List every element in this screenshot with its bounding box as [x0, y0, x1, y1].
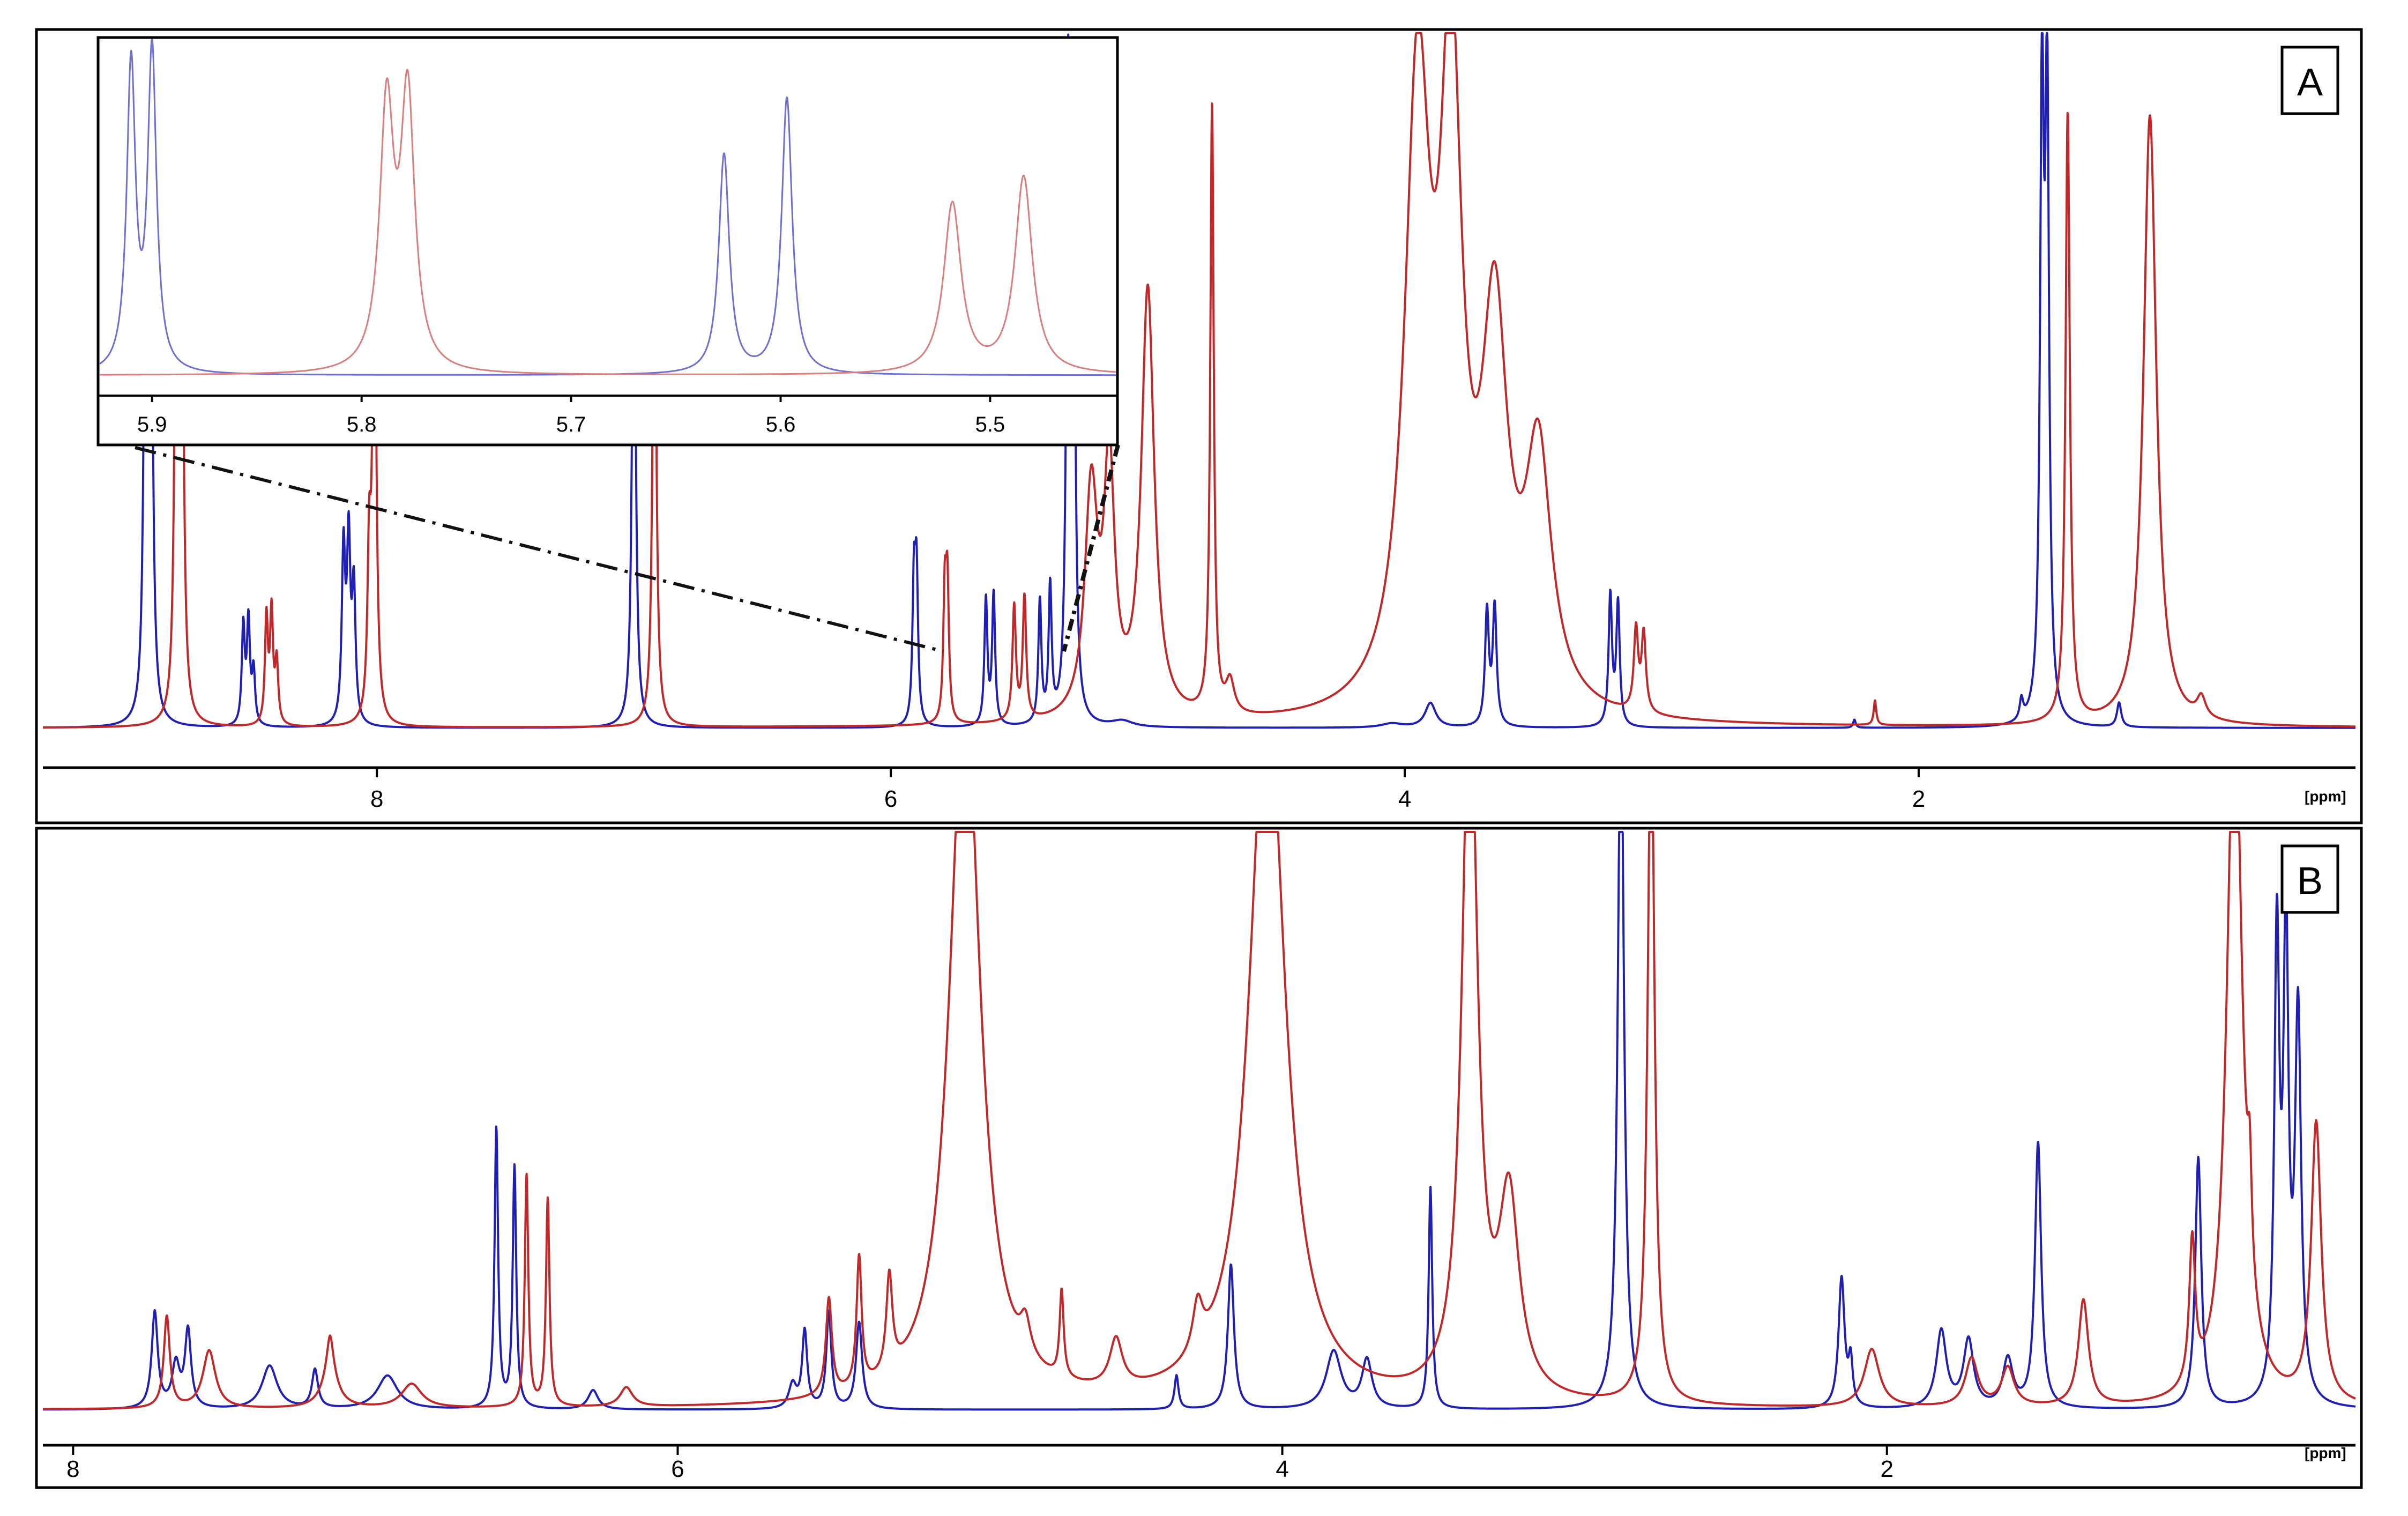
tick-label: 4: [1398, 786, 1411, 812]
panel-b-spectra: [42, 831, 2357, 1411]
spectrum-line-b-sample_red: [42, 831, 2357, 1410]
panel-b-frame: [35, 827, 2363, 1489]
panel-a-ticks: 8 6 4 2: [370, 768, 1925, 812]
tick-label: 5.7: [556, 413, 586, 436]
spectrum-line-a-sample_red: [42, 32, 2357, 729]
tick-label: 2: [1912, 786, 1925, 812]
panel-a-label-box: [2280, 46, 2339, 115]
tick-label: 4: [1276, 1456, 1288, 1482]
tick-label: 2: [1880, 1456, 1893, 1482]
panel-b: 8 6 4 2 [ppm] B: [35, 827, 2363, 1489]
inset-frame: [96, 36, 1119, 447]
tick-label: 8: [370, 786, 383, 812]
tick-label: 5.8: [347, 413, 377, 436]
inset-connector-right: [1062, 444, 1120, 652]
panel-a-spectra: [42, 32, 2357, 729]
inset-connector-left: [135, 446, 944, 653]
panel-b-axis-unit: [ppm]: [2305, 1445, 2346, 1461]
tick-label: 8: [66, 1456, 79, 1482]
tick-label: 5.9: [137, 413, 167, 436]
panel-b-label: B: [2297, 860, 2323, 903]
tick-label: 5.6: [766, 413, 796, 436]
panel-b-label-box: [2280, 844, 2339, 914]
panel-a-axis-unit: [ppm]: [2305, 788, 2346, 805]
tick-label: 6: [884, 786, 897, 812]
inset-spectra: [99, 39, 1116, 376]
panel-a-frame: [35, 28, 2363, 824]
panel-a-inset: 5.9 5.8 5.7 5.6 5.5: [96, 36, 1119, 447]
panel-a-label: A: [2297, 61, 2323, 104]
spectrum-line-b-sample_blue: [42, 831, 2357, 1411]
spectrum-line-a-inset-inset_red: [99, 69, 1116, 376]
panel-b-ticks: 8 6 4 2: [66, 1445, 1893, 1482]
tick-label: 5.5: [975, 413, 1005, 436]
spectrum-line-a-sample_blue: [42, 32, 2357, 729]
inset-ticks: 5.9 5.8 5.7 5.6 5.5: [137, 396, 1005, 436]
panel-a: 8 6 4 2 [ppm] A: [35, 28, 2363, 824]
tick-label: 6: [671, 1456, 684, 1482]
